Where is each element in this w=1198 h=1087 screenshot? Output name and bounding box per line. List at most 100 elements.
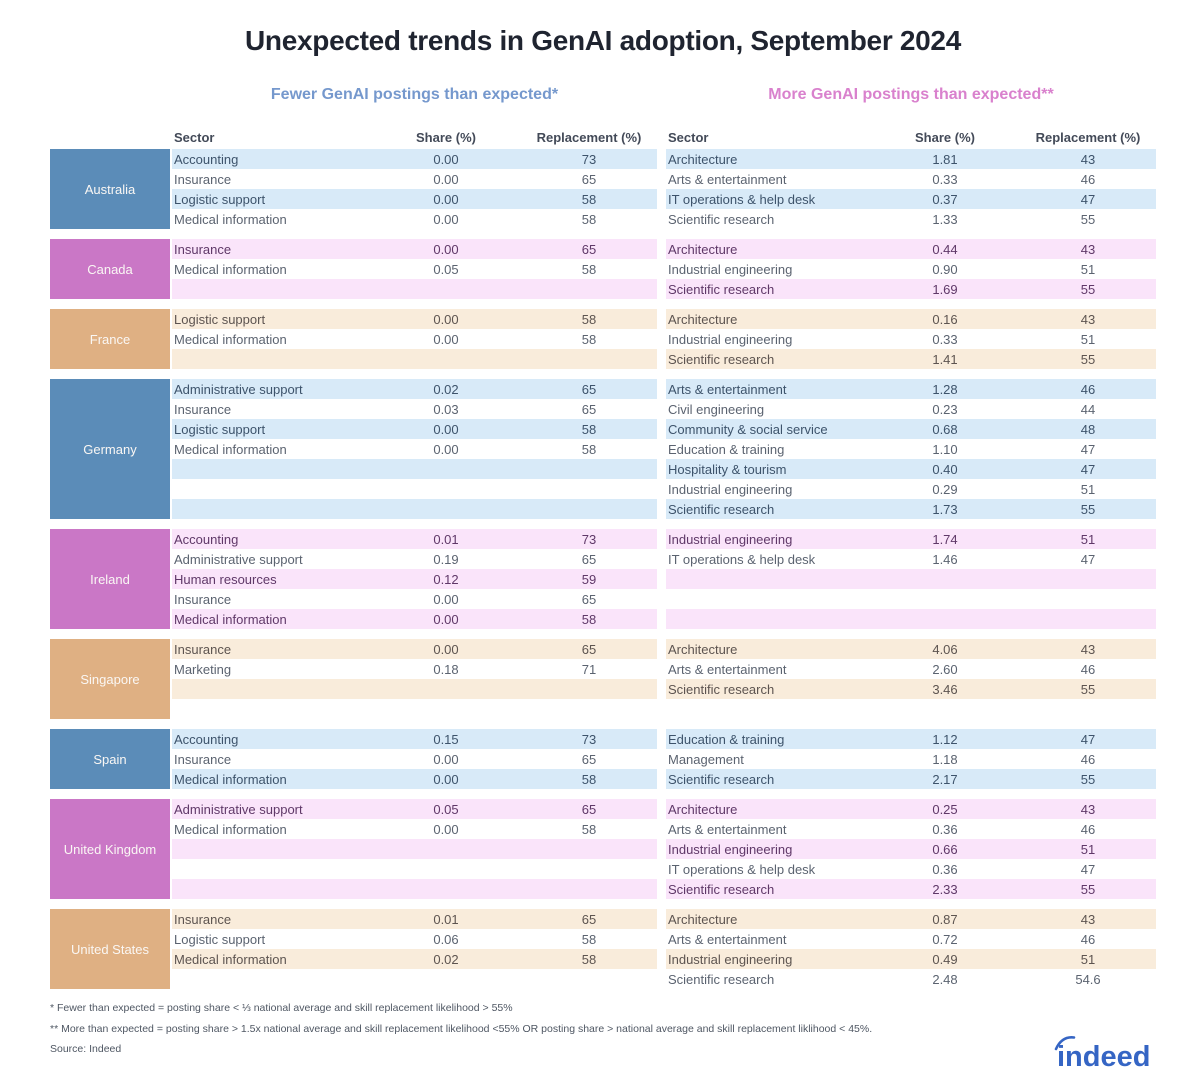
table-row: Architecture 0.87 43 bbox=[666, 909, 1156, 929]
sector-cell: Medical information bbox=[174, 211, 287, 227]
sector-cell: Accounting bbox=[174, 151, 239, 167]
share-cell: 0.00 bbox=[433, 641, 459, 657]
table-row bbox=[172, 859, 657, 879]
table-row: IT operations & help desk 0.37 47 bbox=[666, 189, 1156, 209]
share-cell: 0.33 bbox=[932, 331, 958, 347]
replacement-cell: 55 bbox=[1080, 351, 1096, 367]
table-row: Arts & entertainment 0.33 46 bbox=[666, 169, 1156, 189]
sector-cell: Industrial engineering bbox=[668, 331, 793, 347]
sector-cell: IT operations & help desk bbox=[668, 861, 816, 877]
replacement-cell: 58 bbox=[581, 771, 597, 787]
table-row: Education & training 1.12 47 bbox=[666, 729, 1156, 749]
table-row: Insurance 0.03 65 bbox=[172, 399, 657, 419]
table-row bbox=[172, 499, 657, 519]
table-row: Arts & entertainment 2.60 46 bbox=[666, 659, 1156, 679]
table-row: Scientific research 1.41 55 bbox=[666, 349, 1156, 369]
sector-cell: Education & training bbox=[668, 731, 785, 747]
table-row: Civil engineering 0.23 44 bbox=[666, 399, 1156, 419]
sector-cell: Medical information bbox=[174, 771, 287, 787]
replacement-cell: 43 bbox=[1080, 911, 1096, 927]
country-label: Spain bbox=[50, 729, 170, 789]
country-block: Singapore Insurance 0.00 65 Marketing 0.18 71… bbox=[50, 639, 1156, 719]
source-label: Source: Indeed bbox=[50, 1043, 122, 1055]
sector-cell: Arts & entertainment bbox=[668, 931, 787, 947]
table-row: Architecture 1.81 43 bbox=[666, 149, 1156, 169]
replacement-cell: 65 bbox=[581, 911, 597, 927]
sector-cell: Administrative support bbox=[174, 801, 303, 817]
indeed-logo-text: indeed bbox=[1057, 1041, 1150, 1072]
table-row bbox=[172, 679, 657, 699]
replacement-cell: 58 bbox=[581, 611, 597, 627]
sector-cell: Industrial engineering bbox=[668, 531, 793, 547]
sector-cell: Logistic support bbox=[174, 931, 266, 947]
sector-cell: Industrial engineering bbox=[668, 261, 793, 277]
share-cell: 0.25 bbox=[932, 801, 958, 817]
sector-cell: Architecture bbox=[668, 801, 738, 817]
replacement-cell: 65 bbox=[581, 401, 597, 417]
table-row: Insurance 0.00 65 bbox=[172, 169, 657, 189]
share-cell: 0.37 bbox=[932, 191, 958, 207]
replacement-cell: 55 bbox=[1080, 771, 1096, 787]
country-label: Germany bbox=[50, 379, 170, 519]
replacement-cell: 73 bbox=[581, 731, 597, 747]
sector-cell: IT operations & help desk bbox=[668, 551, 816, 567]
table-row: Accounting 0.00 73 bbox=[172, 149, 657, 169]
sector-cell: Civil engineering bbox=[668, 401, 765, 417]
replacement-cell: 43 bbox=[1080, 311, 1096, 327]
share-cell: 1.33 bbox=[932, 211, 958, 227]
replacement-cell: 47 bbox=[1080, 551, 1096, 567]
sector-cell: Insurance bbox=[174, 641, 232, 657]
share-cell: 0.00 bbox=[433, 441, 459, 457]
country-label: Ireland bbox=[50, 529, 170, 629]
replacement-cell: 58 bbox=[581, 441, 597, 457]
country-label: Singapore bbox=[50, 639, 170, 719]
replacement-cell: 58 bbox=[581, 821, 597, 837]
table-row: Industrial engineering 1.74 51 bbox=[666, 529, 1156, 549]
fewer-rows: Accounting 0.01 73 Administrative support 0.… bbox=[172, 529, 657, 629]
more-rows: Architecture 1.81 43 Arts & entertainment 0.… bbox=[666, 149, 1156, 229]
table-row: Medical information 0.00 58 bbox=[172, 819, 657, 839]
table-row: Scientific research 2.17 55 bbox=[666, 769, 1156, 789]
sector-cell: Human resources bbox=[174, 571, 277, 587]
spacer bbox=[50, 128, 172, 146]
sector-cell: Medical information bbox=[174, 821, 287, 837]
table-row: Hospitality & tourism 0.40 47 bbox=[666, 459, 1156, 479]
sector-cell: Administrative support bbox=[174, 381, 303, 397]
sector-cell: Industrial engineering bbox=[668, 481, 793, 497]
table-row: Education & training 1.10 47 bbox=[666, 439, 1156, 459]
table-row: Industrial engineering 0.66 51 bbox=[666, 839, 1156, 859]
sector-cell: Architecture bbox=[668, 151, 738, 167]
share-cell: 0.87 bbox=[932, 911, 958, 927]
table-row: Scientific research 3.46 55 bbox=[666, 679, 1156, 699]
replacement-cell: 58 bbox=[581, 191, 597, 207]
country-block: Spain Accounting 0.15 73 Insurance 0.00 65 Med… bbox=[50, 729, 1156, 789]
share-cell: 0.19 bbox=[433, 551, 459, 567]
spacer bbox=[657, 86, 666, 104]
share-cell: 0.01 bbox=[433, 911, 459, 927]
replacement-cell: 59 bbox=[581, 571, 597, 587]
table-row: Medical information 0.00 58 bbox=[172, 609, 657, 629]
table-row bbox=[172, 839, 657, 859]
fewer-rows: Accounting 0.15 73 Insurance 0.00 65 Medical i… bbox=[172, 729, 657, 789]
more-rows: Industrial engineering 1.74 51 IT operation… bbox=[666, 529, 1156, 629]
table-row bbox=[666, 589, 1156, 609]
indeed-logo: indeed bbox=[1052, 1032, 1160, 1077]
share-cell: 0.23 bbox=[932, 401, 958, 417]
section-label-fewer: Fewer GenAI postings than expected* bbox=[270, 86, 559, 103]
table-row: Management 1.18 46 bbox=[666, 749, 1156, 769]
country-block: United States Insurance 0.01 65 Logistic su… bbox=[50, 909, 1156, 989]
column-header-row: Sector Share (%) Replacement (%) Sector … bbox=[50, 128, 1156, 146]
replacement-cell: 51 bbox=[1080, 261, 1096, 277]
sector-cell: Scientific research bbox=[668, 681, 775, 697]
replacement-cell: 54.6 bbox=[1075, 971, 1101, 987]
country-label: United Kingdom bbox=[50, 799, 170, 899]
sector-cell: Insurance bbox=[174, 171, 232, 187]
replacement-cell: 51 bbox=[1080, 841, 1096, 857]
share-cell: 0.00 bbox=[433, 171, 459, 187]
table-row bbox=[172, 879, 657, 899]
sector-cell: Architecture bbox=[668, 911, 738, 927]
replacement-cell: 46 bbox=[1080, 381, 1096, 397]
sector-cell: Scientific research bbox=[668, 281, 775, 297]
share-cell: 0.00 bbox=[433, 771, 459, 787]
fewer-rows: Accounting 0.00 73 Insurance 0.00 65 Logistic … bbox=[172, 149, 657, 229]
